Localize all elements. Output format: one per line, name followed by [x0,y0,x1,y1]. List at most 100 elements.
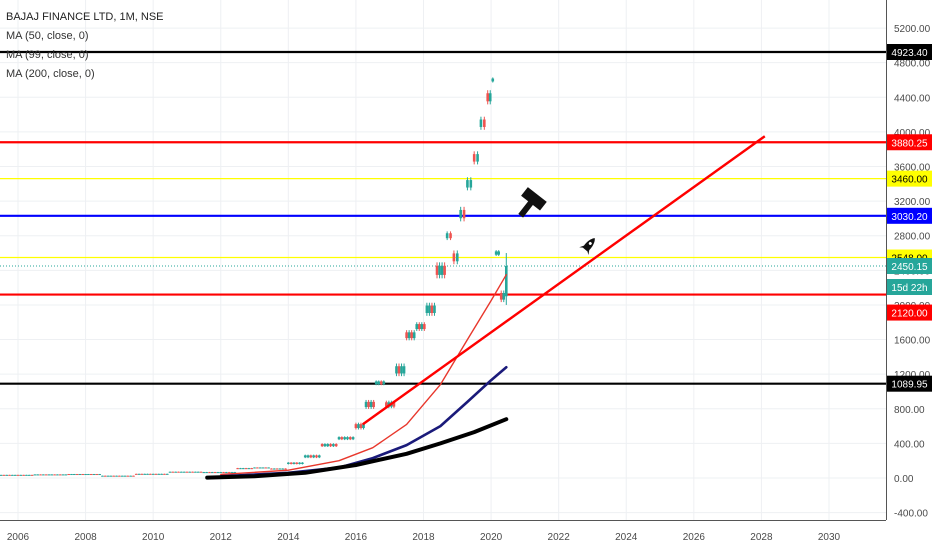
price-tick-label: 3200.00 [894,197,931,208]
candle-body [357,424,360,429]
candle-body [326,444,330,447]
candle-body [295,462,299,464]
candle-body [140,473,144,475]
time-tick-label: 2020 [480,532,503,543]
candle-body [165,473,169,475]
candle-body [318,455,321,458]
candle-body [346,437,349,440]
candle-body [194,471,197,473]
candle-body [118,475,121,477]
level-label: 4923.40 [891,48,928,59]
candle-body [343,437,346,440]
candle-body [385,402,388,407]
candle-body [382,381,386,385]
candle-body [199,471,203,473]
candle-body [320,444,324,447]
candle-body [227,472,231,474]
candle-body [367,401,370,408]
candle-body [78,474,82,476]
candle-body [213,472,217,474]
candle-body [415,324,419,330]
candle-body [157,473,161,475]
price-tick-label: 1600.00 [894,336,931,347]
level-label-bg [887,207,932,224]
candle-body [64,474,68,476]
candle-body [188,471,192,473]
candle-body [120,475,124,477]
candle-body [70,474,73,476]
candle-body [95,474,99,476]
candle-body [225,472,228,474]
candle-body [143,473,147,475]
candle-body [146,473,149,475]
candle-body [332,444,335,447]
legend-ma50: MA (50, close, 0) [6,30,89,42]
candle-body [420,324,424,330]
level-label-bg [887,134,932,151]
candle-body [374,381,378,385]
candle-body [359,424,363,429]
candle-body [397,366,401,374]
price-axis: -400.000.00400.00800.001200.001600.00200… [886,0,932,550]
candle-body [486,93,490,102]
candle-body [196,471,200,473]
time-tick-label: 2026 [683,532,706,543]
candle-body [459,209,462,219]
candle-body [67,474,70,476]
candle-body [115,475,118,477]
candle-body [241,468,245,470]
candle-body [33,474,37,476]
rocket-icon [579,238,595,255]
ma-line-2 [205,417,509,480]
candle-body [329,444,332,447]
level-label-bg [887,44,932,60]
candle-body [185,471,189,473]
trendline-group [361,135,766,426]
time-tick-label: 2018 [412,532,435,543]
candle-body [5,474,9,476]
candle-body [261,467,265,469]
candle-body [256,467,259,469]
grid [0,0,886,520]
candle-body [160,473,163,475]
candle-body [233,472,237,474]
candle-body [306,455,310,458]
time-tick-label: 2006 [7,532,30,543]
candle-body [476,154,479,162]
candle-body [208,472,211,474]
candle-body [39,474,42,476]
price-tick-label: 4000.00 [894,128,931,139]
candle-body [163,473,166,475]
candle-body [405,332,408,339]
price-tick-label: 5200.00 [894,24,931,35]
candle-body [106,475,110,477]
level-label-bg [887,170,932,187]
candle-body [430,305,434,314]
candle-body [123,475,127,477]
candle-body [182,471,186,473]
candle-body [497,251,500,255]
candle-body [0,474,3,476]
legend-ma99: MA (99, close, 0) [6,49,89,61]
candle-body [334,444,338,447]
candle-body [425,305,429,314]
candle-body [47,474,51,476]
candle-body [191,471,194,473]
candle-body [284,468,287,470]
time-tick-label: 2024 [615,532,638,543]
candle-body [253,467,256,469]
annotation-icons [518,187,595,255]
trendline [361,135,766,426]
candle-body [354,424,358,429]
candle-body [491,78,495,82]
candle-body [264,467,268,469]
time-tick-label: 2028 [750,532,773,543]
price-tick-label: 2800.00 [894,232,931,243]
candle-body [137,473,141,475]
candle-body [267,467,270,469]
candle-body [84,474,87,476]
candle-body [149,473,152,475]
candle-body [109,475,113,477]
candle-body [410,332,413,339]
